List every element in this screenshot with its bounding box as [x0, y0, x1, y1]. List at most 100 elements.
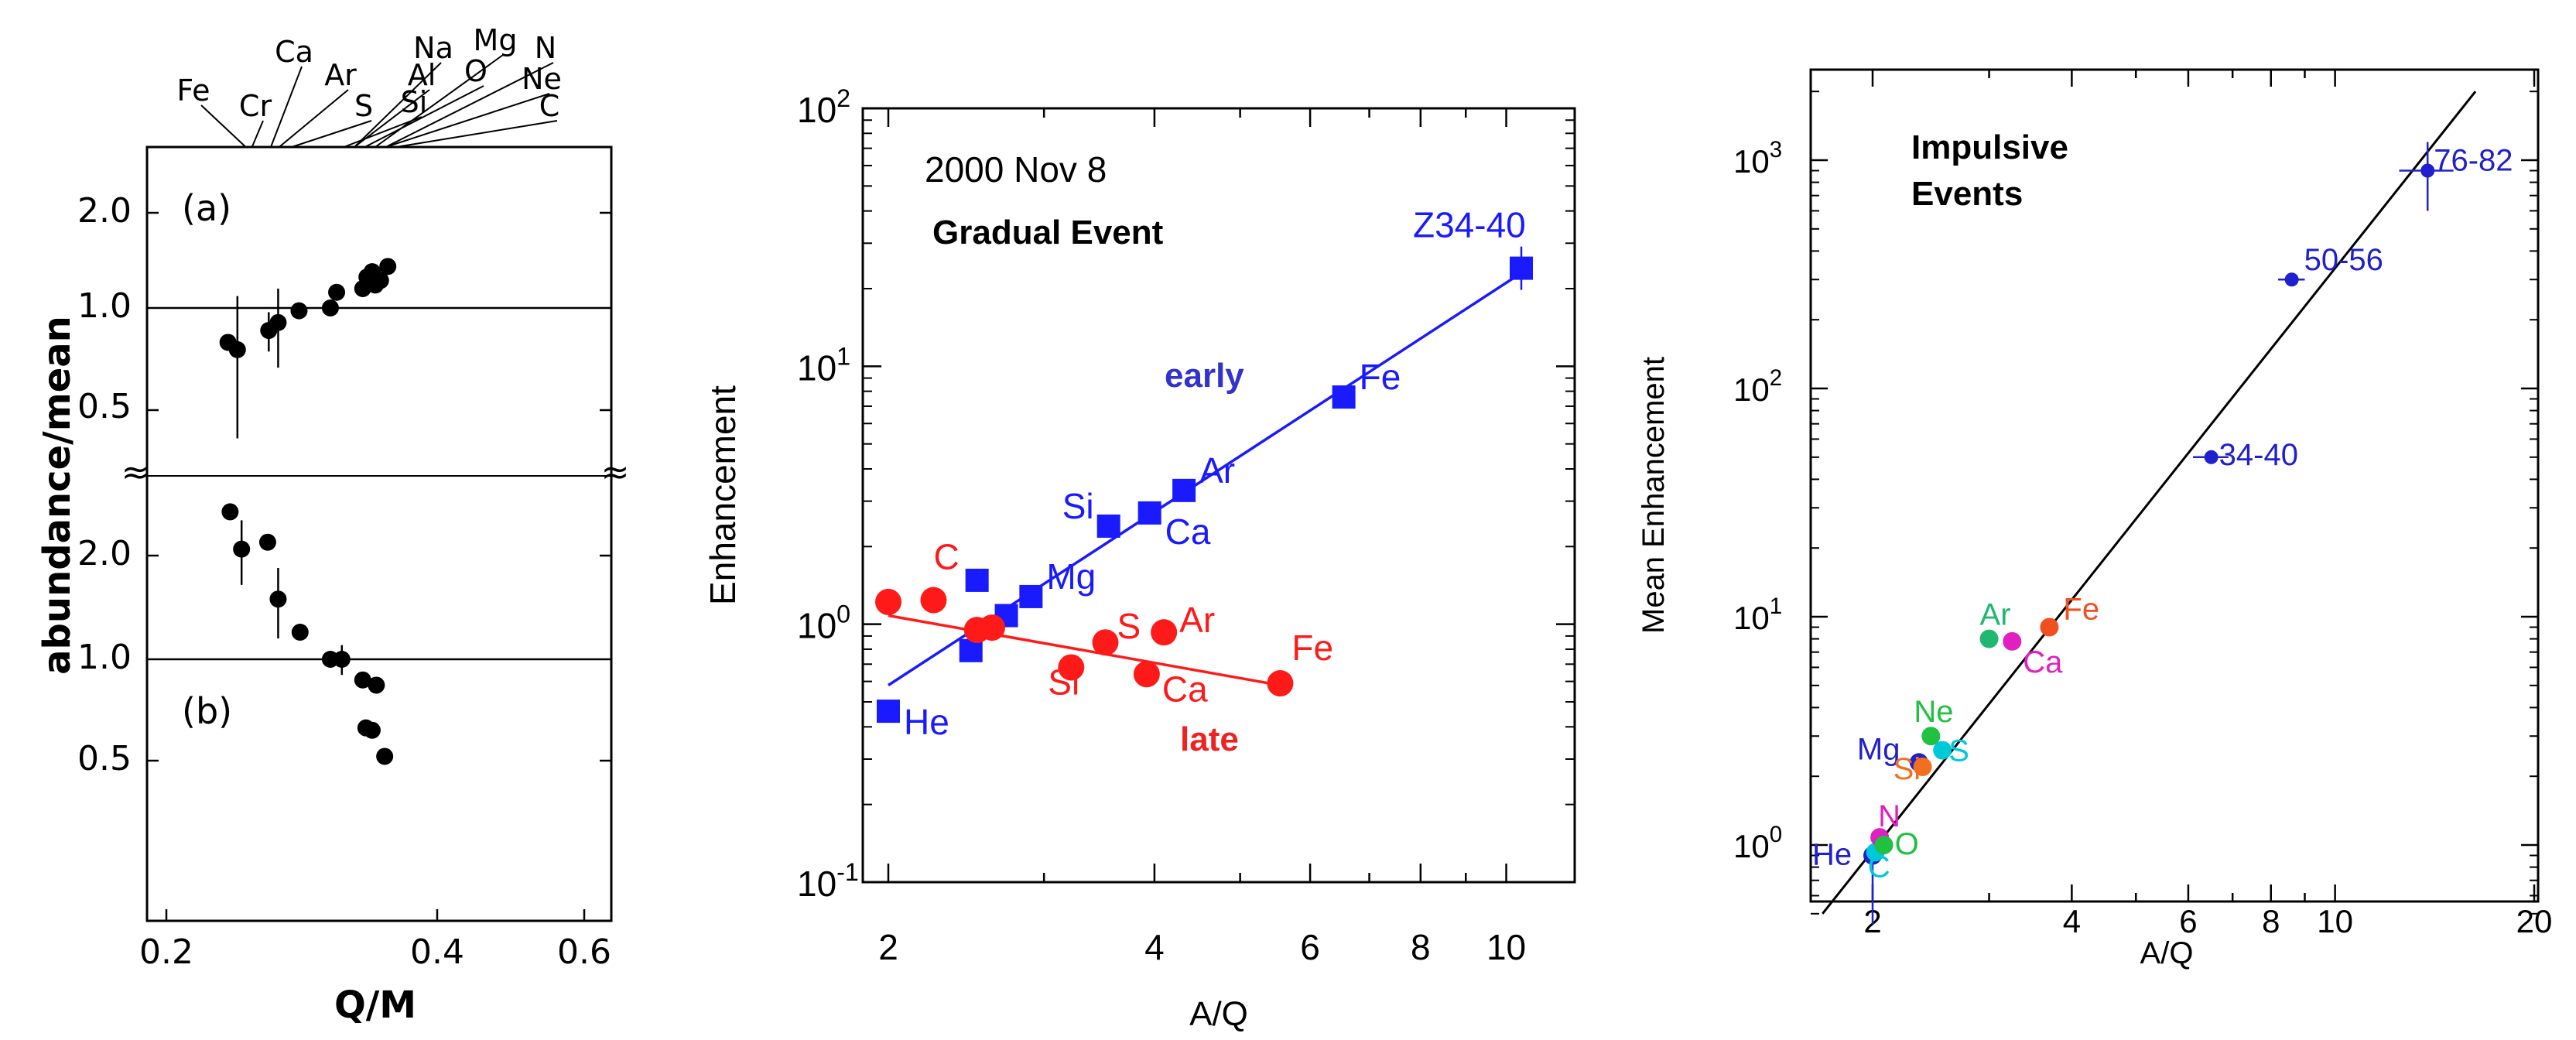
data-point — [233, 540, 251, 558]
data-point — [269, 313, 287, 331]
middle-chart-subtitle: Gradual Event — [932, 214, 1164, 251]
point-label-fe: Fe — [1360, 357, 1401, 397]
fit-line-late — [888, 614, 1281, 687]
right-chart-title-line1: Impulsive — [1911, 128, 2068, 166]
data-point-early — [1137, 501, 1161, 525]
point-label-fe: Fe — [1291, 628, 1333, 668]
data-point-early — [877, 700, 900, 724]
middle-chart-title: 2000 Nov 8 — [925, 149, 1107, 190]
left-x-tick-marks — [165, 909, 586, 921]
point-label-he: He — [904, 702, 949, 742]
data-point — [291, 624, 309, 641]
point-label-si: Si — [1062, 486, 1094, 526]
element-leader-line — [251, 120, 264, 148]
y-tick-label-b-05: 0.5 — [77, 739, 132, 778]
data-point — [328, 283, 346, 301]
element-label-na: Na — [413, 31, 453, 65]
point-label-ar: Ar — [1980, 598, 2011, 632]
data-point — [228, 340, 246, 358]
point-label-c: C — [1868, 850, 1890, 884]
left-data-points — [219, 258, 397, 765]
point-label-si: Si — [1048, 662, 1079, 702]
point-label-ne: Ne — [1914, 695, 1953, 729]
right-chart-title: Impulsive Events — [1911, 128, 2068, 213]
element-leader-line — [200, 104, 247, 148]
y-tick-label: 102 — [797, 84, 850, 130]
y-tick-label-b-2: 2.0 — [77, 534, 132, 573]
y-tick-label-a-2: 2.0 — [77, 191, 132, 231]
y-tick-label: 100 — [797, 600, 850, 646]
left-chart: ≈ ≈ 2.0 1.0 0.5 2.0 1.0 0.5 (a) (b) abun… — [36, 23, 629, 1027]
y-tick-label: 10-1 — [797, 858, 859, 904]
element-labels-top: FeCrCaArSSiAlNaOMgNNeC — [176, 23, 562, 148]
data-point-late — [978, 614, 1005, 641]
data-point — [2420, 163, 2435, 178]
left-x-axis-label: Q/M — [334, 984, 416, 1027]
element-leader-line — [375, 54, 504, 148]
element-leader-line — [354, 62, 442, 148]
data-point-late — [875, 588, 901, 615]
middle-series: He Mg Si Ca Ar Fe Z34-40 C Si S Ca Ar Fe — [875, 205, 1533, 742]
element-leader-line — [291, 120, 372, 148]
element-leader-line — [279, 89, 349, 148]
element-label-mg: Mg — [474, 23, 518, 57]
y-tick-label-a-1: 1.0 — [77, 286, 132, 326]
data-point — [2040, 618, 2059, 637]
element-label-o: O — [464, 54, 487, 88]
data-point-early — [1332, 385, 1356, 409]
middle-y-tick-labels: 10-1 100 101 102 — [797, 84, 859, 904]
y-tick-label: 100 — [1733, 822, 1782, 864]
point-label-mg: Mg — [1857, 732, 1900, 766]
data-point — [333, 651, 351, 668]
x-tick-label-8: 8 — [1411, 927, 1431, 967]
data-point-early — [1096, 514, 1120, 538]
element-leader-line — [385, 62, 554, 148]
x-tick-label-4: 4 — [1144, 927, 1165, 967]
y-tick-label: 103 — [1733, 137, 1782, 180]
point-label-s: S — [1948, 734, 1969, 768]
x-tick-label-4: 4 — [2063, 903, 2081, 939]
element-leader-line — [270, 66, 303, 148]
middle-chart: 10-1 100 101 102 2 4 6 8 10 Enhancement A/Q 200… — [703, 84, 1576, 1033]
data-point — [363, 721, 381, 739]
left-y-tick-marks — [147, 211, 611, 762]
element-label-ne: Ne — [522, 62, 562, 96]
axis-break-mark-left: ≈ — [121, 453, 150, 492]
data-point — [321, 299, 339, 316]
data-point-early — [1019, 584, 1043, 608]
data-point-early — [965, 568, 989, 592]
data-point — [376, 748, 394, 765]
element-label-al: Al — [408, 58, 436, 92]
point-label-n: N — [1878, 799, 1900, 833]
fit-line — [1822, 91, 2477, 915]
x-tick-label-8: 8 — [2262, 903, 2280, 939]
right-fit-line — [1822, 91, 2477, 915]
data-point — [1913, 757, 1932, 776]
data-point — [379, 258, 397, 275]
element-label-n: N — [535, 31, 556, 65]
data-point — [290, 302, 308, 320]
data-point — [1979, 629, 1999, 648]
middle-plot-frame — [861, 107, 1576, 884]
data-point-late — [1092, 629, 1119, 656]
middle-y-axis-label: Enhancement — [703, 385, 743, 605]
point-label-34-40: 34-40 — [2219, 438, 2298, 472]
x-tick-label-10: 10 — [2317, 903, 2353, 939]
point-label-ar: Ar — [1199, 450, 1235, 491]
y-tick-label: 101 — [797, 342, 850, 388]
y-tick-label-b-1: 1.0 — [77, 638, 132, 677]
y-tick-label: 102 — [1733, 365, 1782, 408]
x-tick-label-6: 6 — [2179, 903, 2197, 939]
middle-x-tick-labels: 2 4 6 8 10 — [878, 927, 1526, 967]
x-tick-label-0.2: 0.2 — [139, 932, 193, 972]
data-point-late — [1058, 654, 1085, 681]
right-chart-title-line2: Events — [1911, 175, 2023, 213]
element-label-s: S — [354, 89, 373, 123]
data-point — [221, 503, 239, 521]
data-point — [2003, 631, 2022, 651]
point-label-he: He — [1812, 837, 1852, 871]
left-plot-frame — [145, 145, 613, 922]
x-tick-label-20: 20 — [2516, 903, 2553, 939]
